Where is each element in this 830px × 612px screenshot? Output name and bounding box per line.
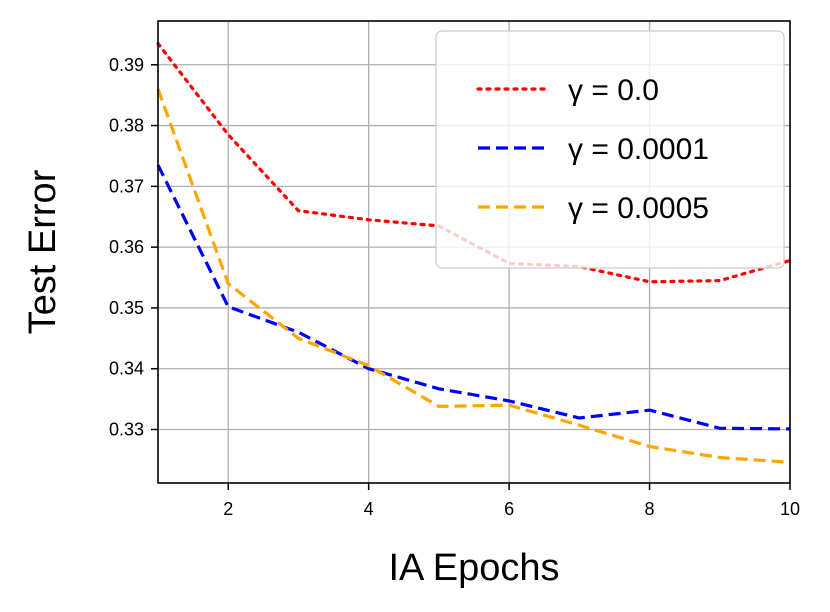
x-tick-label: 10 — [780, 499, 800, 519]
y-tick-label: 0.35 — [109, 298, 144, 318]
x-axis-label: IA Epochs — [388, 547, 559, 589]
y-tick-label: 0.36 — [109, 237, 144, 257]
legend-label-2: γ = 0.0005 — [568, 192, 709, 225]
y-tick-label: 0.33 — [109, 420, 144, 440]
legend-label-0: γ = 0.0 — [568, 74, 659, 107]
x-tick-label: 2 — [223, 499, 233, 519]
y-axis-label: Test Error — [22, 169, 64, 334]
series-line-1 — [156, 164, 791, 431]
x-tick-label: 4 — [364, 499, 374, 519]
legend: γ = 0.0 γ = 0.0001 γ = 0.0005 — [435, 30, 785, 269]
x-tick-label: 6 — [504, 499, 514, 519]
y-tick-label: 0.38 — [109, 116, 144, 136]
axes-frame — [157, 20, 791, 484]
series-line-2 — [156, 88, 791, 464]
legend-label-1: γ = 0.0001 — [568, 133, 709, 166]
x-axis-ticks: 2 4 6 8 10 — [223, 483, 800, 519]
y-tick-label: 0.37 — [109, 176, 144, 196]
y-axis-ticks: 0.33 0.34 0.35 0.36 0.37 0.38 0.39 — [109, 55, 158, 440]
x-tick-label: 8 — [645, 499, 655, 519]
y-tick-label: 0.34 — [109, 359, 144, 379]
y-tick-label: 0.39 — [109, 55, 144, 75]
